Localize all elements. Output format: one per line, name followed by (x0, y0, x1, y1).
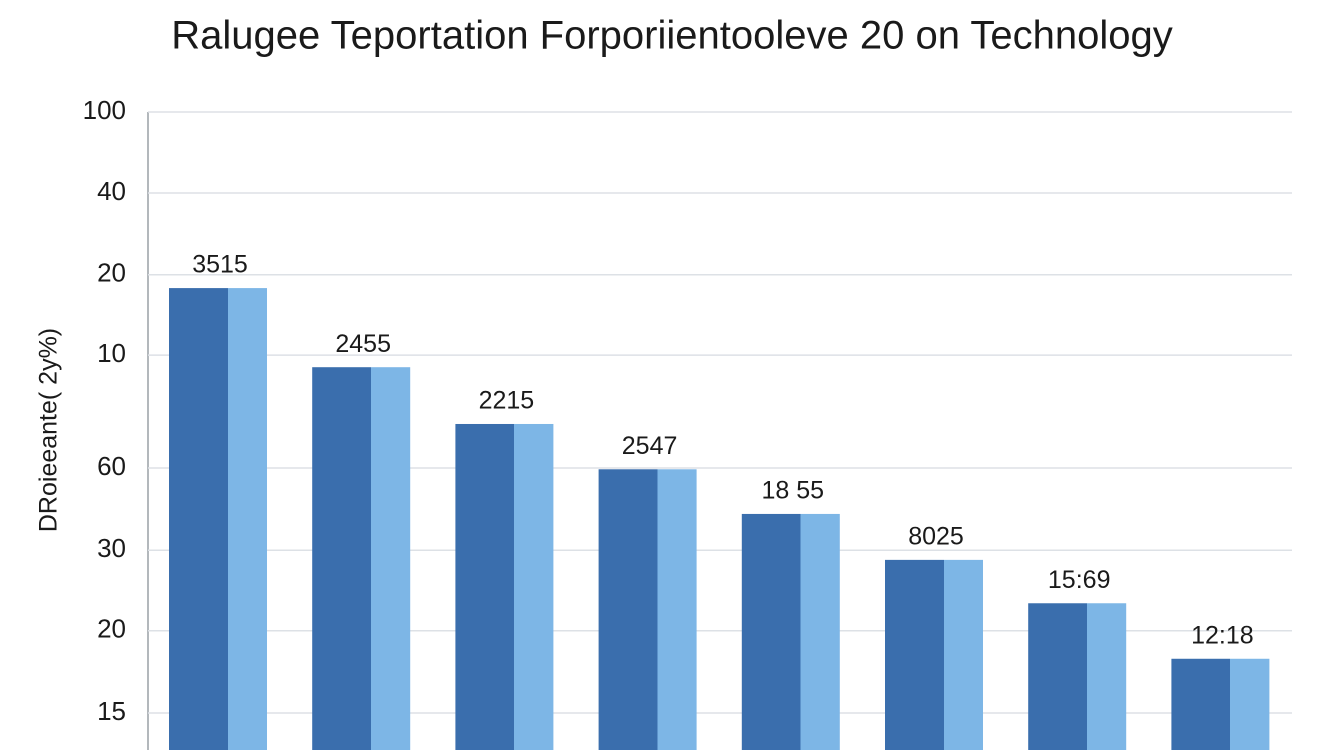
y-tick-label: 40 (97, 176, 126, 206)
bar-label: 2547 (622, 432, 678, 460)
bar (885, 559, 983, 750)
bar (1028, 603, 1127, 750)
y-tick-label: 20 (97, 614, 126, 644)
y-tick-label: 60 (97, 451, 126, 481)
y-axis-label: DRoieeante( 2y%) (35, 328, 63, 532)
bar-label: 3515 (192, 251, 248, 279)
bar (455, 423, 554, 750)
bar-label: 2215 (479, 387, 535, 415)
bar (312, 367, 411, 750)
y-tick-label: 15 (97, 696, 126, 726)
y-tick-label: 100 (83, 95, 126, 125)
bar-label: 2455 (335, 330, 391, 358)
bar-label: 8025 (908, 522, 964, 550)
bar-label: 12:18 (1191, 621, 1254, 649)
bar-label: 15:69 (1048, 566, 1111, 594)
y-tick-label: 10 (97, 338, 126, 368)
y-tick-label: 20 (97, 258, 126, 288)
bar-label: 18 55 (762, 477, 825, 505)
bar (169, 288, 267, 750)
bar (1171, 658, 1270, 750)
chart-title: Ralugee Teportation Forporiientooleve 20… (171, 14, 1172, 58)
bar (741, 513, 840, 750)
y-tick-label: 30 (97, 533, 126, 563)
bar (598, 469, 697, 750)
